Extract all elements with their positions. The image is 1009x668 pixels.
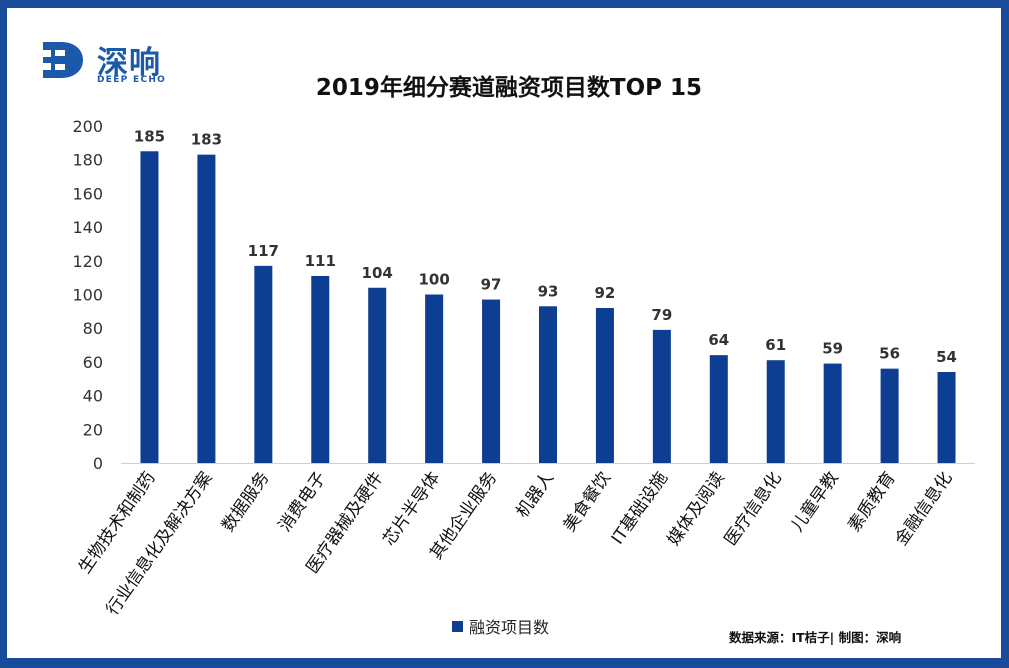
data-label: 56 (879, 345, 900, 363)
data-label: 92 (594, 284, 615, 302)
data-label: 59 (822, 340, 843, 358)
bar (937, 372, 956, 463)
y-tick-label: 120 (72, 252, 103, 271)
data-label: 64 (708, 331, 729, 349)
bar-chart: 2019年细分赛道融资项目数TOP 15 0 20 40 60 80 100 120 140 1… (72, 74, 975, 619)
y-tick-label: 140 (72, 218, 103, 237)
data-label: 117 (248, 242, 279, 260)
data-label: 79 (651, 306, 672, 324)
y-tick-label: 20 (83, 420, 103, 439)
y-tick-label: 100 (72, 286, 103, 305)
bar (880, 368, 899, 463)
chart-frame: 深响 DEEP ECHO 2019年细分赛道融资项目数TOP 15 0 20 40 6… (7, 8, 1001, 658)
y-tick-label: 80 (83, 319, 103, 338)
category-label: IT基础设施 (608, 468, 672, 548)
category-label: 媒体及阅读 (664, 468, 729, 549)
bar (197, 154, 216, 463)
y-axis: 0 20 40 60 80 100 120 140 160 180 200 (72, 117, 103, 473)
bar (368, 287, 387, 463)
data-label: 97 (481, 276, 502, 294)
source-note: 数据来源：IT桔子| 制图：深响 (729, 630, 902, 645)
brand-logo: 深响 DEEP ECHO (39, 36, 189, 96)
bar (140, 151, 159, 463)
category-label: 消费电子 (275, 468, 330, 535)
bar (766, 360, 785, 463)
y-tick-label: 200 (72, 117, 103, 136)
data-label: 61 (765, 336, 786, 354)
data-label: 111 (305, 252, 336, 270)
y-tick-label: 0 (93, 454, 103, 473)
brand-name-en: DEEP ECHO (97, 75, 167, 85)
bar-series (140, 151, 956, 463)
bar (425, 294, 444, 463)
category-label: 机器人 (512, 468, 558, 521)
category-label: 行业信息化及解决方案 (103, 468, 217, 619)
category-label: 金融信息化 (891, 468, 956, 549)
bar (482, 299, 501, 463)
legend: 融资项目数 (452, 614, 549, 638)
bar (254, 265, 273, 463)
bar (823, 363, 842, 463)
category-label: 芯片半导体 (379, 468, 444, 549)
bar (595, 307, 614, 463)
bar (539, 306, 557, 463)
legend-label: 融资项目数 (469, 618, 550, 637)
y-tick-label: 40 (83, 387, 103, 406)
data-label: 183 (191, 131, 222, 149)
category-label: 数据服务 (218, 468, 273, 535)
data-label: 100 (418, 271, 449, 289)
category-label: 素质教育 (844, 468, 899, 535)
y-tick-label: 180 (72, 151, 103, 170)
y-tick-label: 160 (72, 184, 103, 203)
legend-swatch (452, 620, 463, 632)
chart-title: 2019年细分赛道融资项目数TOP 15 (316, 74, 702, 101)
brand-name-cn: 深响 (97, 45, 161, 81)
data-label: 93 (538, 282, 559, 300)
bar (311, 275, 330, 463)
deep-echo-logo-icon (43, 42, 83, 78)
data-label: 185 (134, 127, 165, 145)
y-tick-label: 60 (83, 353, 103, 372)
data-labels: 185 183 117 111 104 100 97 93 92 79 64 61 59 56 54 (134, 127, 957, 366)
bar (652, 329, 671, 463)
category-label: 医疗信息化 (721, 468, 786, 549)
category-label: 儿童早教 (787, 468, 842, 535)
data-label: 54 (936, 348, 957, 366)
category-label: 美食餐饮 (560, 468, 615, 535)
data-label: 104 (362, 264, 393, 282)
bar (709, 355, 728, 463)
